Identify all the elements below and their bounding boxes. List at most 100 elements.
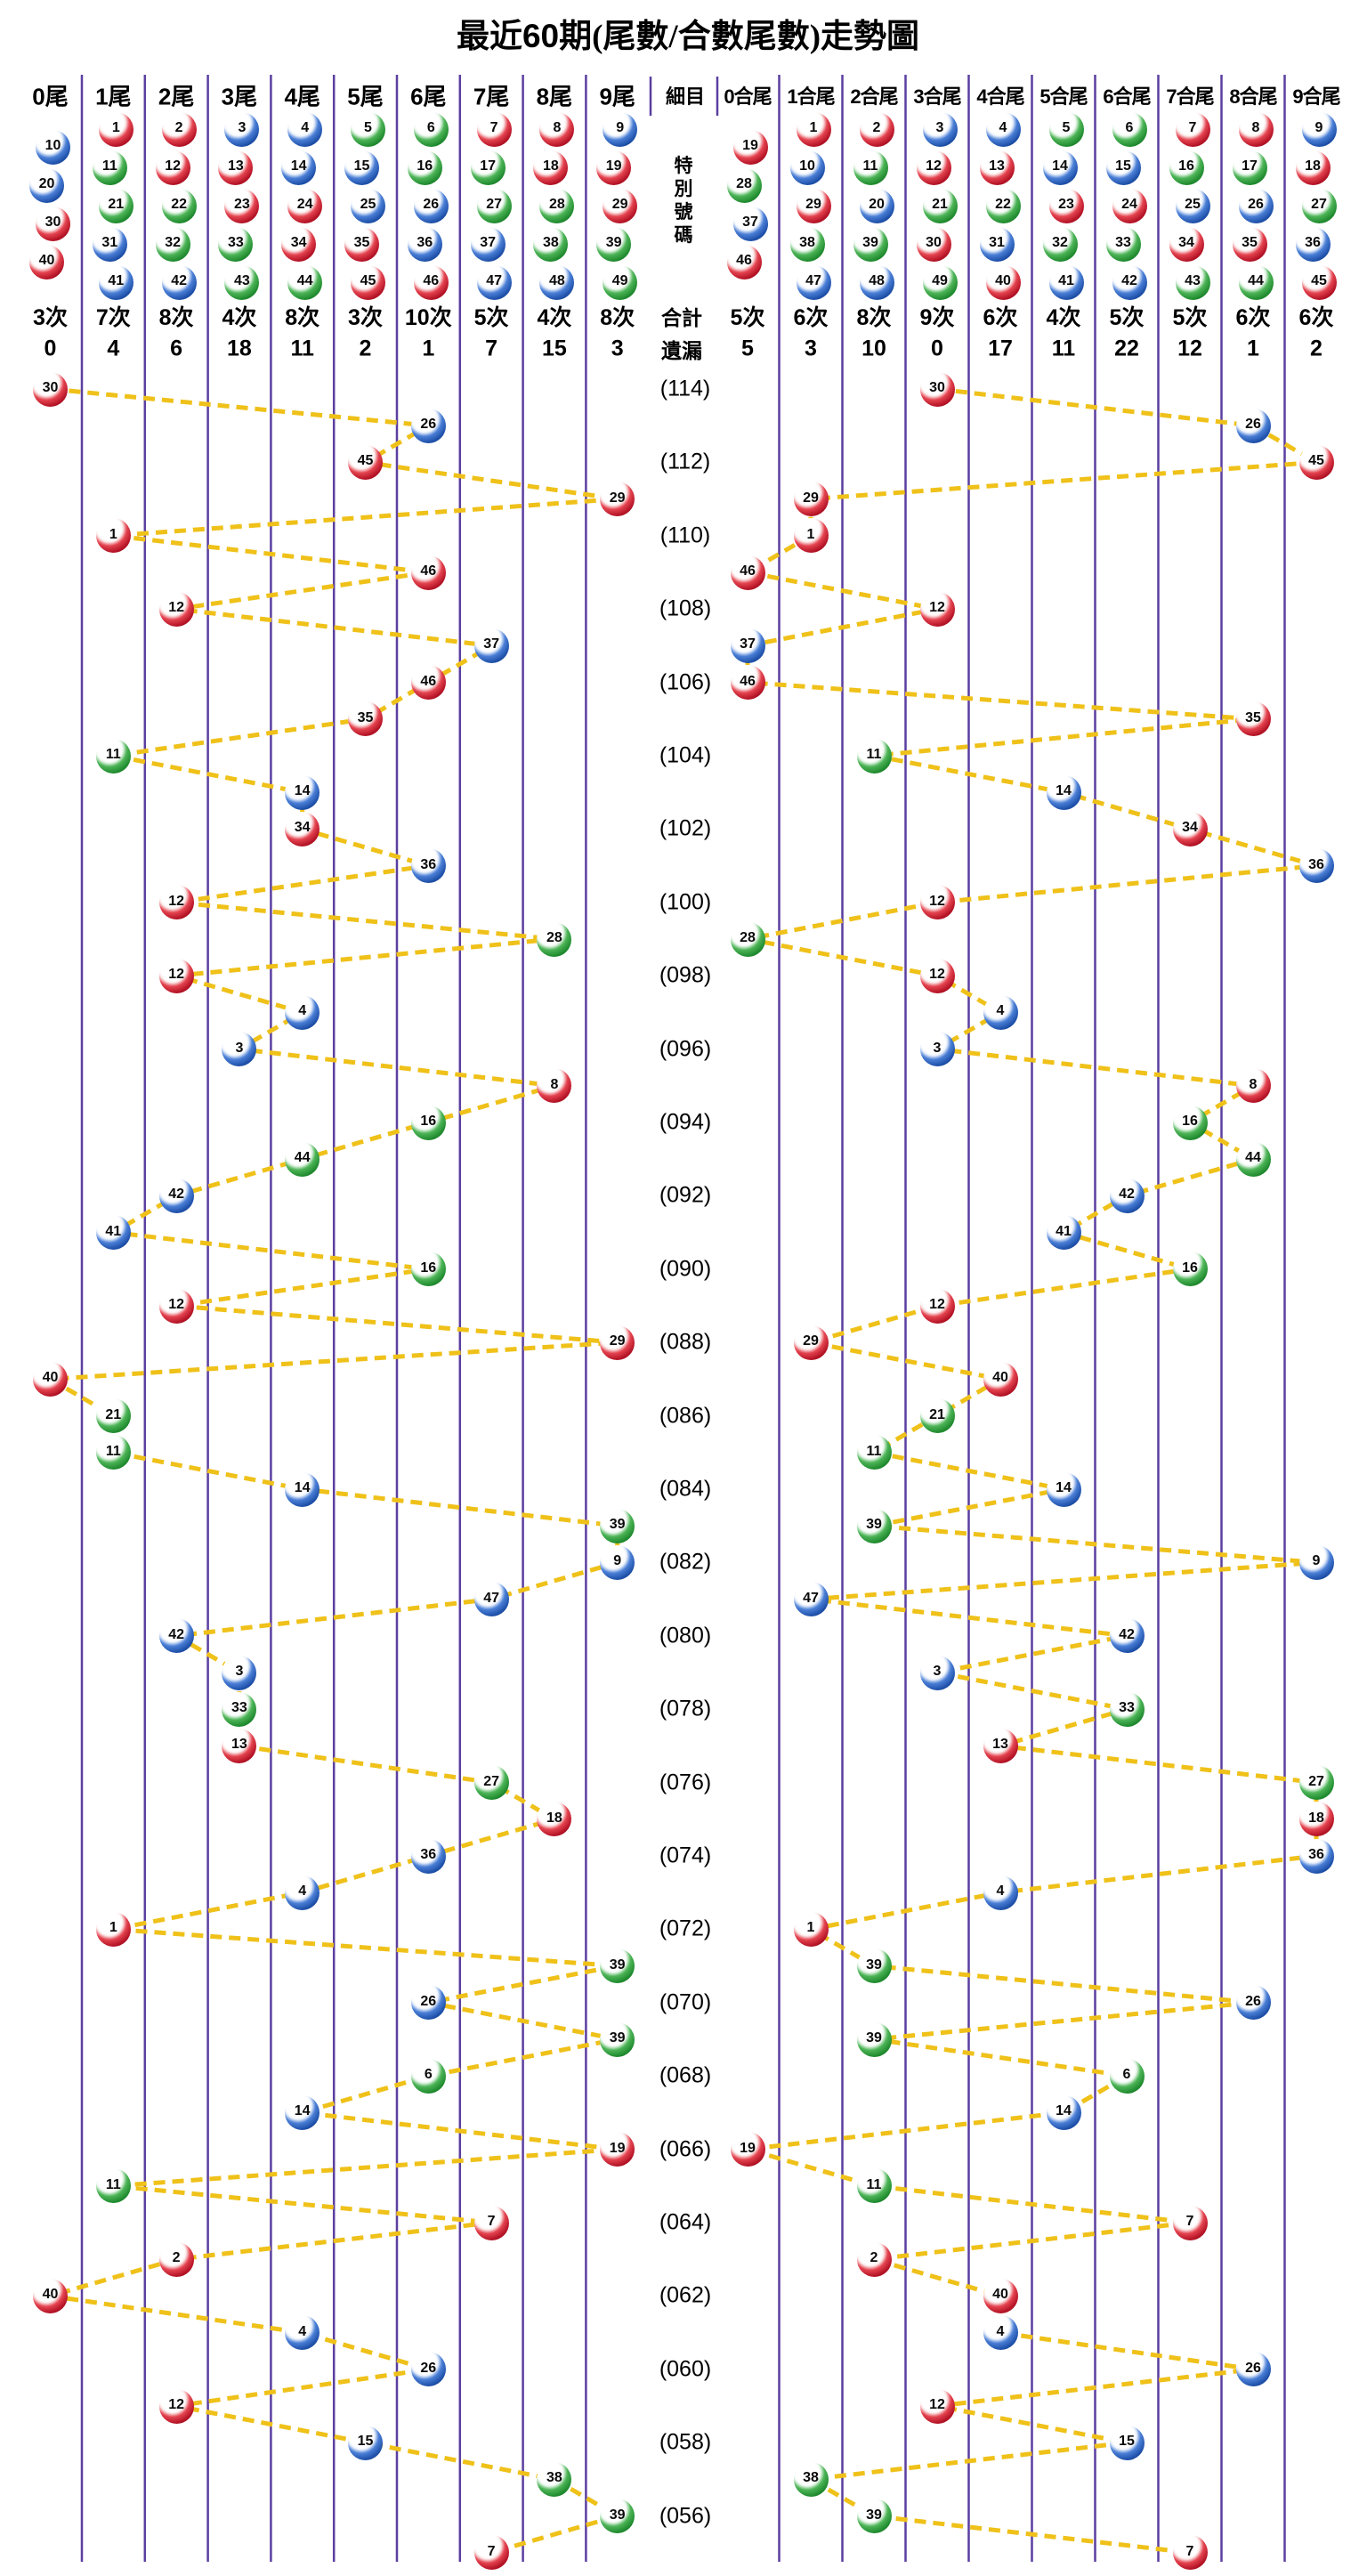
chart-ball-tail: 40 [33, 2278, 68, 2313]
chart-ball-tail: 46 [410, 555, 446, 590]
header-ball: 4 [985, 111, 1021, 147]
tail-column-count: 3次 [348, 305, 383, 330]
sumtail-column-header: 3合尾 [913, 85, 961, 108]
tail-column-count: 7次 [95, 305, 131, 330]
period-label: (110) [659, 522, 711, 548]
chart-ball-sumtail: 44 [1235, 1141, 1271, 1177]
chart-ball-sumtail: 42 [1109, 1618, 1145, 1654]
header-ball: 21 [922, 188, 958, 223]
chart-ball-sumtail: 39 [856, 1508, 892, 1543]
period-label: (074) [659, 1843, 712, 1868]
chart-ball-sumtail: 26 [1235, 2352, 1271, 2387]
detail-column-header: 細目 [665, 85, 706, 108]
chart-ball-sumtail: 7 [1172, 2535, 1208, 2571]
chart-ball-tail: 18 [537, 1802, 572, 1837]
chart-ball-tail: 27 [473, 1765, 509, 1801]
period-label: (058) [659, 2429, 712, 2455]
header-ball: 1 [98, 111, 133, 147]
header-ball: 29 [603, 188, 638, 223]
tail-column-miss: 1 [422, 336, 435, 361]
header-ball: 27 [476, 188, 512, 223]
header-ball: 28 [539, 188, 575, 223]
chart-ball-sumtail: 26 [1235, 1985, 1271, 2021]
period-label: (066) [659, 2136, 712, 2162]
chart-ball-sumtail: 12 [919, 1288, 955, 1324]
tail-column-miss: 11 [290, 336, 314, 361]
header-ball: 39 [596, 226, 632, 262]
sumtail-column-header: 4合尾 [976, 85, 1024, 108]
header-ball: 32 [1042, 226, 1078, 262]
chart-ball-sumtail: 1 [793, 1911, 829, 1947]
header-ball: 38 [789, 226, 825, 262]
tail-column-miss: 2 [359, 336, 372, 361]
header-ball: 11 [853, 150, 888, 185]
header-ball: 6 [1112, 111, 1147, 147]
chart-ball-sumtail: 16 [1172, 1252, 1208, 1287]
header-ball: 36 [407, 226, 442, 262]
header-ball: 47 [796, 264, 831, 300]
chart-ball-tail: 7 [473, 2535, 509, 2571]
chart-ball-sumtail: 12 [919, 2388, 955, 2424]
chart-ball-tail: 12 [158, 591, 194, 627]
header-ball: 28 [726, 167, 762, 203]
header-ball: 8 [1238, 111, 1274, 147]
chart-ball-tail: 12 [158, 2388, 194, 2424]
chart-ball-tail: 4 [285, 1875, 320, 1910]
chart-ball-sumtail: 8 [1235, 1068, 1271, 1104]
sumtail-column-count: 5次 [1172, 305, 1208, 330]
chart-ball-tail: 1 [95, 518, 131, 554]
chart-ball-tail: 34 [285, 811, 320, 847]
chart-ball-tail: 46 [410, 665, 446, 701]
chart-ball-sumtail: 4 [983, 1875, 1018, 1910]
chart-ball-sumtail: 18 [1298, 1802, 1334, 1837]
chart-ball-tail: 39 [600, 2021, 635, 2057]
header-ball: 48 [859, 264, 894, 300]
header-ball: 40 [29, 244, 64, 279]
chart-ball-sumtail: 4 [983, 2315, 1018, 2351]
period-label: (092) [659, 1182, 712, 1208]
chart-ball-sumtail: 39 [856, 2021, 892, 2057]
chart-ball-sumtail: 7 [1172, 2205, 1208, 2240]
sumtail-column-header: 9合尾 [1292, 85, 1340, 108]
chart-ball-tail: 45 [348, 444, 383, 480]
page-title: 最近60期(尾數/合數尾數)走勢圖 [0, 9, 1367, 57]
header-ball: 32 [155, 226, 190, 262]
header-ball: 43 [1175, 264, 1210, 300]
header-ball: 5 [351, 111, 385, 147]
title-suffix: 期(尾數/合數尾數)走勢圖 [559, 19, 920, 55]
chart-ball-tail: 7 [473, 2205, 509, 2240]
header-ball: 26 [413, 188, 449, 223]
tail-column-miss: 15 [541, 336, 567, 361]
tail-trend-line [43, 386, 623, 2556]
chart-ball-sumtail: 11 [856, 1435, 892, 1470]
chart-ball-sumtail: 36 [1298, 848, 1334, 884]
sumtail-column-count: 4次 [1046, 305, 1081, 330]
chart-ball-tail: 3 [222, 1655, 257, 1690]
chart-ball-tail: 8 [537, 1068, 572, 1104]
chart-ball-sumtail: 34 [1172, 811, 1208, 847]
period-label: (082) [659, 1549, 712, 1575]
header-ball: 41 [98, 264, 133, 300]
header-ball: 23 [1048, 188, 1084, 223]
sumtail-trend-line [740, 386, 1324, 2556]
chart-ball-tail: 36 [410, 1838, 446, 1874]
header-ball: 3 [224, 111, 260, 147]
chart-ball-tail: 36 [410, 848, 446, 884]
chart-ball-tail: 16 [410, 1252, 446, 1287]
chart-ball-sumtail: 41 [1046, 1215, 1081, 1251]
header-ball: 13 [979, 150, 1015, 185]
tail-column-count: 5次 [473, 305, 509, 330]
chart-ball-tail: 39 [600, 1508, 635, 1543]
sumtail-column-miss: 0 [931, 336, 943, 361]
chart-ball-sumtail: 36 [1298, 1838, 1334, 1874]
header-ball: 10 [36, 129, 70, 165]
header-ball: 23 [224, 188, 260, 223]
sumtail-column-miss: 2 [1310, 336, 1323, 361]
chart-ball-sumtail: 46 [730, 555, 765, 590]
header-ball: 49 [603, 264, 638, 300]
chart-ball-tail: 26 [410, 2352, 446, 2387]
chart-ball-sumtail: 2 [856, 2241, 892, 2277]
period-label: (060) [659, 2356, 712, 2382]
header-ball: 6 [413, 111, 449, 147]
header-ball: 14 [1042, 150, 1078, 185]
